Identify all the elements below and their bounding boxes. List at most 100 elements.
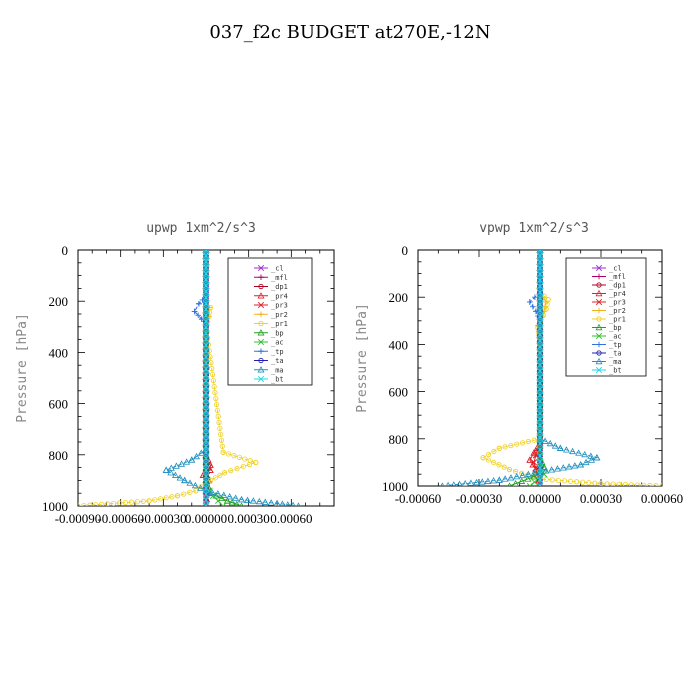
series-marker-bt <box>202 496 210 504</box>
series-marker-ma <box>193 452 200 460</box>
series-marker-bp <box>239 502 244 506</box>
series-marker-pr1 <box>181 491 187 497</box>
legend-marker <box>596 350 602 356</box>
series-marker-bt <box>536 398 544 405</box>
series-marker-ac <box>209 492 217 499</box>
series-marker-bt <box>202 365 210 373</box>
series-marker-pr1 <box>480 455 486 461</box>
legend-marker <box>595 264 603 272</box>
x-tick-label: -0.00030 <box>456 491 503 506</box>
series-marker-ma <box>501 475 509 482</box>
series-marker-ma <box>197 484 205 491</box>
series-marker-pr1 <box>641 482 647 486</box>
series-marker-pr1 <box>215 413 221 419</box>
series-marker-ma <box>238 495 246 503</box>
series-marker-ma <box>183 458 191 465</box>
series-marker-pr1 <box>628 482 635 486</box>
series-marker-ac <box>531 478 538 486</box>
series-marker-bt <box>536 434 544 441</box>
series-marker-bt <box>202 449 210 456</box>
series-marker-bp <box>530 472 538 480</box>
series-marker-ma <box>546 439 554 447</box>
series-marker-pr1 <box>212 389 218 396</box>
y-axis-label: Pressure [hPa] <box>15 313 30 423</box>
series-marker-bp <box>228 498 236 506</box>
series-marker-ma <box>588 456 595 463</box>
series-marker-pr1 <box>105 501 111 506</box>
series-marker-bt <box>536 325 544 332</box>
series-marker-tp <box>532 294 538 300</box>
series-marker-ma <box>208 488 216 495</box>
legend-marker <box>258 283 264 290</box>
series-marker-bt <box>536 343 544 350</box>
series-marker-pr1 <box>221 470 228 476</box>
series-marker-bt <box>536 331 544 338</box>
series-marker-pr1 <box>610 481 616 486</box>
series-marker-ma <box>188 456 196 463</box>
series-marker-ma <box>178 460 186 467</box>
series-marker-bt <box>202 467 210 474</box>
series-marker-bp <box>512 480 519 486</box>
series-marker-ma <box>524 470 532 477</box>
series-marker-pr1 <box>545 296 551 303</box>
series-marker-bt <box>536 250 544 254</box>
series-marker-pr1 <box>544 301 550 307</box>
series-marker-pr1 <box>128 499 134 505</box>
legend-label: _pr2 <box>271 311 288 319</box>
series-marker-pr1 <box>217 472 223 478</box>
series-marker-pr1 <box>496 462 502 468</box>
legend-marker <box>595 323 603 331</box>
series-marker-bt <box>202 294 210 301</box>
series-marker-pr1 <box>210 377 216 384</box>
series-marker-bt <box>202 413 210 420</box>
series-marker-bt <box>536 476 544 484</box>
series-marker-ma <box>290 501 296 506</box>
series-marker-pr1 <box>491 448 497 454</box>
series-marker-ma <box>569 447 577 455</box>
series-marker-pr1 <box>87 502 93 506</box>
series-marker-bt <box>202 359 210 367</box>
y-tick-label: 200 <box>49 294 69 309</box>
series-marker-ma <box>181 476 189 484</box>
series-marker-pr1 <box>225 451 232 457</box>
legend: _cl_mfl_dp1_pr4_pr3_pr2_pr1_bp_ac_tp_ta_… <box>227 257 313 386</box>
series-marker-pr1 <box>220 449 226 455</box>
x-tick-label: 0.00000 <box>519 491 561 506</box>
series-marker-bp <box>524 475 532 482</box>
series-marker-ma <box>553 465 561 472</box>
series-marker-bt <box>202 354 210 361</box>
chart-panel-1: upwp 1xm^2/s^3 Pressure [hPa] 0 200 400 600 80… <box>15 221 335 526</box>
series-marker-bt <box>202 437 210 444</box>
series-marker-pr1 <box>211 383 217 390</box>
series-marker-pr1 <box>496 445 502 451</box>
legend-marker <box>596 316 602 322</box>
y-tick-label: 200 <box>389 290 409 305</box>
legend-marker <box>257 329 265 336</box>
series-marker-pr1 <box>209 371 216 378</box>
legend-label: _bp <box>271 329 284 337</box>
series-marker-ac <box>526 482 533 486</box>
series-marker-ma <box>232 494 240 501</box>
series-marker-bt <box>202 502 210 506</box>
series-marker-pr1 <box>561 478 568 484</box>
series-marker-ma <box>186 479 194 486</box>
series-marker-bt <box>202 300 210 307</box>
y-axis-label: Pressure [hPa] <box>355 303 370 413</box>
series-marker-ma <box>226 492 234 500</box>
series-marker-pr1 <box>174 493 181 499</box>
series-marker-ma <box>581 450 589 458</box>
series-marker-pr1 <box>508 442 514 449</box>
y-tick-label: 800 <box>49 448 69 463</box>
series-marker-pr1 <box>502 444 508 450</box>
series-marker-bt <box>202 431 210 438</box>
legend-marker <box>258 320 264 327</box>
series-marker-bp <box>507 482 512 486</box>
series-marker-ma <box>167 469 175 476</box>
series-marker-ma <box>285 501 291 506</box>
legend-marker <box>257 292 265 299</box>
series-marker-bt <box>536 482 544 486</box>
series-marker-pr1 <box>555 477 561 483</box>
series-marker-bt <box>536 289 544 296</box>
series-marker-bt <box>202 318 210 325</box>
series-marker-pr1 <box>531 437 537 443</box>
